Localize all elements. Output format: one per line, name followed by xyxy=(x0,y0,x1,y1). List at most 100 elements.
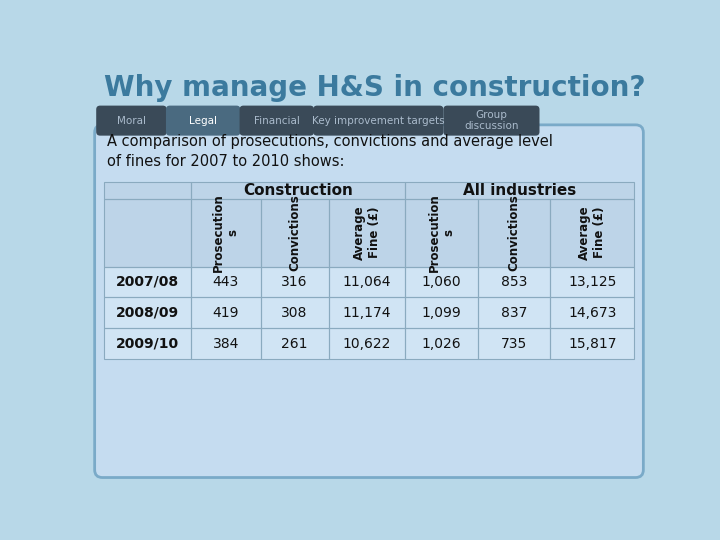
Text: 316: 316 xyxy=(282,275,308,289)
Bar xyxy=(405,267,477,298)
Text: 1,099: 1,099 xyxy=(422,306,462,320)
Text: 14,673: 14,673 xyxy=(568,306,616,320)
Text: 1,060: 1,060 xyxy=(422,275,462,289)
Bar xyxy=(477,328,550,359)
Bar xyxy=(550,267,634,298)
Text: 384: 384 xyxy=(212,336,239,350)
Bar xyxy=(477,328,550,359)
Bar xyxy=(329,298,405,328)
Bar xyxy=(329,298,405,328)
Bar xyxy=(191,298,261,328)
Text: 15,817: 15,817 xyxy=(568,336,616,350)
Bar xyxy=(104,199,191,267)
Bar xyxy=(405,182,634,199)
Bar xyxy=(329,267,405,298)
Text: 13,125: 13,125 xyxy=(568,275,616,289)
Text: Prosecution
s: Prosecution s xyxy=(212,193,240,272)
Text: 419: 419 xyxy=(212,306,239,320)
Bar xyxy=(104,267,191,298)
Bar xyxy=(550,328,634,359)
Text: 735: 735 xyxy=(501,336,527,350)
Bar xyxy=(329,328,405,359)
Bar xyxy=(261,298,329,328)
Bar xyxy=(329,199,405,267)
FancyBboxPatch shape xyxy=(166,106,240,136)
Bar xyxy=(191,328,261,359)
Text: Average
Fine (£): Average Fine (£) xyxy=(578,205,606,260)
Text: A comparison of prosecutions, convictions and average level
of fines for 2007 to: A comparison of prosecutions, conviction… xyxy=(107,134,553,169)
Bar xyxy=(104,328,191,359)
Bar xyxy=(191,298,261,328)
Text: 10,622: 10,622 xyxy=(343,336,391,350)
Bar xyxy=(477,298,550,328)
Bar xyxy=(191,328,261,359)
Bar xyxy=(104,328,191,359)
Text: 1,026: 1,026 xyxy=(422,336,462,350)
Text: 2007/08: 2007/08 xyxy=(116,275,179,289)
FancyBboxPatch shape xyxy=(313,106,444,136)
Bar xyxy=(405,328,477,359)
Text: 308: 308 xyxy=(282,306,307,320)
Bar xyxy=(191,182,405,199)
Bar xyxy=(405,199,477,267)
Text: Convictions: Convictions xyxy=(288,194,301,271)
Bar xyxy=(405,182,634,199)
Bar xyxy=(191,267,261,298)
Bar xyxy=(477,199,550,267)
Bar xyxy=(261,267,329,298)
Bar xyxy=(405,298,477,328)
Bar xyxy=(550,298,634,328)
Bar xyxy=(405,298,477,328)
Bar xyxy=(550,298,634,328)
Bar xyxy=(104,199,191,267)
Bar xyxy=(329,199,405,267)
Bar xyxy=(477,267,550,298)
Bar xyxy=(191,267,261,298)
Text: Group
discussion: Group discussion xyxy=(464,110,518,131)
FancyBboxPatch shape xyxy=(444,106,539,136)
Bar xyxy=(550,267,634,298)
Bar xyxy=(104,182,191,199)
Text: Financial: Financial xyxy=(254,116,300,126)
Text: Why manage H&S in construction?: Why manage H&S in construction? xyxy=(104,74,645,102)
Text: All industries: All industries xyxy=(463,183,577,198)
Bar xyxy=(104,298,191,328)
Bar xyxy=(261,267,329,298)
Text: 443: 443 xyxy=(212,275,239,289)
Bar xyxy=(261,328,329,359)
Bar xyxy=(261,199,329,267)
Bar xyxy=(191,199,261,267)
Bar xyxy=(550,328,634,359)
Text: 261: 261 xyxy=(282,336,308,350)
Bar xyxy=(191,199,261,267)
Text: 853: 853 xyxy=(500,275,527,289)
Text: Key improvement targets: Key improvement targets xyxy=(312,116,445,126)
Bar xyxy=(329,328,405,359)
Bar xyxy=(550,199,634,267)
Bar xyxy=(405,267,477,298)
Bar xyxy=(104,267,191,298)
Text: 837: 837 xyxy=(500,306,527,320)
Bar xyxy=(477,199,550,267)
FancyBboxPatch shape xyxy=(240,106,314,136)
FancyBboxPatch shape xyxy=(96,106,167,136)
Bar xyxy=(550,199,634,267)
Text: 11,174: 11,174 xyxy=(343,306,391,320)
Text: Convictions: Convictions xyxy=(508,194,521,271)
Text: Prosecution
s: Prosecution s xyxy=(428,193,456,272)
Bar xyxy=(477,298,550,328)
Bar xyxy=(104,298,191,328)
Bar xyxy=(261,298,329,328)
Text: Legal: Legal xyxy=(189,116,217,126)
Bar xyxy=(104,182,191,199)
Bar xyxy=(477,267,550,298)
FancyBboxPatch shape xyxy=(94,125,644,477)
Bar xyxy=(405,328,477,359)
Text: 11,064: 11,064 xyxy=(343,275,391,289)
Bar xyxy=(405,199,477,267)
Bar xyxy=(261,328,329,359)
Text: 2009/10: 2009/10 xyxy=(116,336,179,350)
Bar xyxy=(191,182,405,199)
Bar xyxy=(261,199,329,267)
Text: Moral: Moral xyxy=(117,116,146,126)
